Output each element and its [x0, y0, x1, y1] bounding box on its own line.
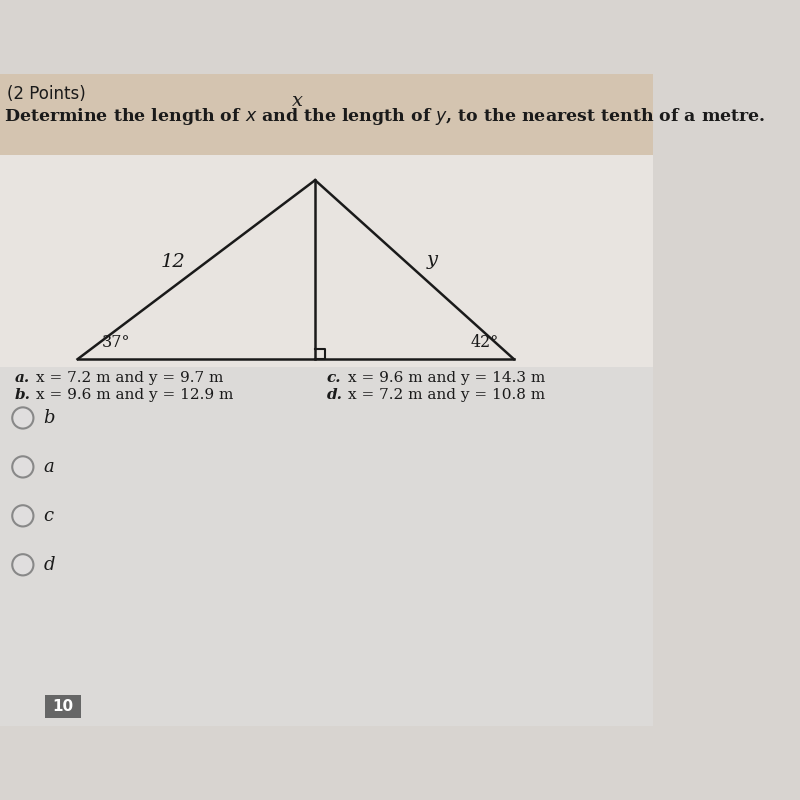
Text: c.: c.	[326, 371, 341, 386]
Bar	[0, 155, 653, 367]
Bar	[0, 74, 653, 155]
Text: c: c	[43, 507, 54, 525]
Text: 12: 12	[161, 253, 186, 270]
Bar	[0, 155, 653, 726]
Text: x = 9.6 m and y = 12.9 m: x = 9.6 m and y = 12.9 m	[36, 388, 234, 402]
Text: a.: a.	[14, 371, 30, 386]
Circle shape	[12, 456, 34, 478]
Text: 42°: 42°	[471, 334, 499, 351]
Circle shape	[12, 506, 34, 526]
Text: b.: b.	[14, 388, 30, 402]
Text: x = 9.6 m and y = 14.3 m: x = 9.6 m and y = 14.3 m	[347, 371, 545, 386]
Text: a: a	[43, 458, 54, 476]
Text: x: x	[292, 92, 302, 110]
Text: b: b	[43, 409, 54, 427]
Text: 10: 10	[52, 699, 74, 714]
Text: x = 7.2 m and y = 10.8 m: x = 7.2 m and y = 10.8 m	[347, 388, 545, 402]
Text: y: y	[427, 251, 438, 269]
Circle shape	[12, 407, 34, 429]
Text: x = 7.2 m and y = 9.7 m: x = 7.2 m and y = 9.7 m	[36, 371, 223, 386]
Text: d.: d.	[326, 388, 342, 402]
Text: 37°: 37°	[102, 334, 130, 351]
Text: (2 Points): (2 Points)	[6, 85, 86, 103]
Text: Determine the length of $x$ and the length of $y$, to the nearest tenth of a met: Determine the length of $x$ and the leng…	[4, 106, 766, 126]
Text: d: d	[43, 556, 54, 574]
Bar	[45, 695, 81, 718]
Circle shape	[12, 554, 34, 575]
